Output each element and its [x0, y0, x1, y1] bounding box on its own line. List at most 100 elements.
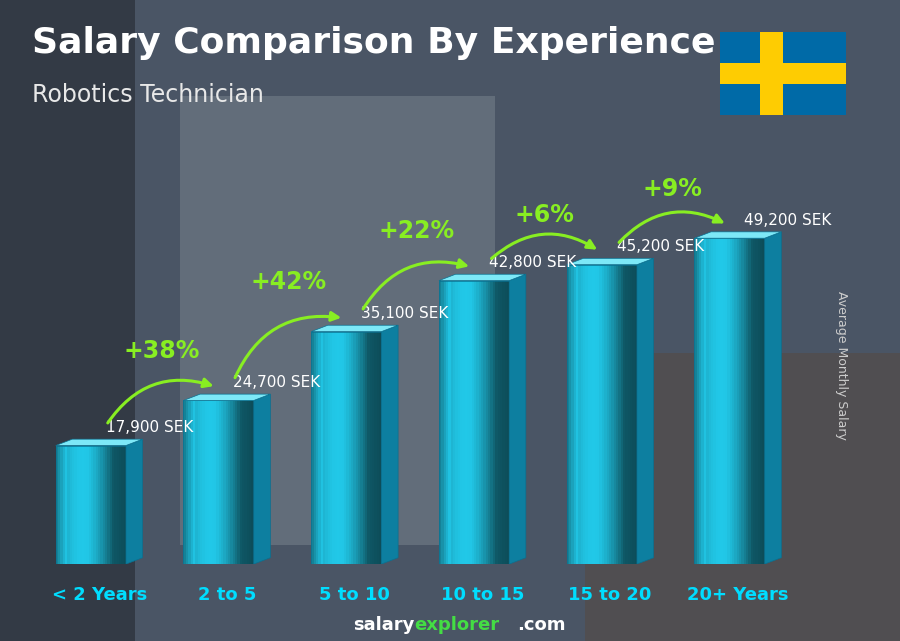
Text: +9%: +9%: [643, 177, 702, 201]
Bar: [602, 265, 605, 564]
Bar: [716, 238, 718, 564]
Bar: [185, 401, 188, 564]
Polygon shape: [765, 232, 781, 564]
Bar: [58, 445, 60, 564]
Bar: [695, 238, 765, 564]
Bar: [464, 281, 467, 564]
Bar: [342, 331, 345, 564]
Bar: [233, 401, 235, 564]
Bar: [611, 265, 614, 564]
Bar: [739, 238, 742, 564]
Bar: [476, 281, 479, 564]
Bar: [204, 401, 207, 564]
Bar: [112, 445, 114, 564]
Text: 10 to 15: 10 to 15: [441, 586, 524, 604]
Text: 15 to 20: 15 to 20: [569, 586, 652, 604]
Bar: [708, 238, 711, 564]
Bar: [701, 238, 704, 564]
Bar: [346, 331, 349, 564]
Bar: [79, 445, 82, 564]
Polygon shape: [184, 394, 270, 401]
Text: 24,700 SEK: 24,700 SEK: [233, 375, 320, 390]
Bar: [230, 401, 233, 564]
Bar: [486, 281, 489, 564]
Bar: [604, 265, 607, 564]
Bar: [576, 265, 579, 564]
Bar: [365, 331, 368, 564]
Bar: [117, 445, 119, 564]
Bar: [713, 238, 716, 564]
Bar: [455, 281, 458, 564]
Bar: [724, 238, 727, 564]
Text: +6%: +6%: [515, 203, 574, 228]
Bar: [569, 265, 572, 564]
Bar: [697, 238, 699, 564]
Bar: [325, 331, 328, 564]
Polygon shape: [126, 439, 142, 564]
Bar: [70, 445, 72, 564]
Bar: [184, 401, 186, 564]
Bar: [88, 445, 91, 564]
Polygon shape: [439, 274, 526, 281]
Bar: [110, 445, 112, 564]
Bar: [753, 238, 756, 564]
Bar: [335, 331, 338, 564]
Text: 2 to 5: 2 to 5: [198, 586, 256, 604]
Bar: [495, 281, 498, 564]
Bar: [567, 265, 637, 564]
Bar: [91, 445, 94, 564]
Bar: [226, 401, 229, 564]
Bar: [84, 445, 86, 564]
Bar: [732, 238, 734, 564]
Bar: [762, 238, 765, 564]
Bar: [216, 401, 219, 564]
Bar: [441, 281, 444, 564]
Bar: [502, 281, 505, 564]
Bar: [82, 445, 84, 564]
Bar: [360, 331, 363, 564]
Bar: [114, 445, 117, 564]
Bar: [0, 0, 135, 641]
Bar: [727, 238, 730, 564]
Bar: [242, 401, 245, 564]
Bar: [470, 281, 472, 564]
Text: Average Monthly Salary: Average Monthly Salary: [835, 291, 848, 440]
Bar: [720, 63, 846, 85]
Bar: [123, 445, 126, 564]
Bar: [453, 281, 455, 564]
Bar: [100, 445, 103, 564]
Bar: [742, 238, 744, 564]
Bar: [458, 281, 460, 564]
Bar: [344, 331, 346, 564]
Bar: [223, 401, 226, 564]
Bar: [598, 265, 599, 564]
Bar: [209, 401, 212, 564]
Bar: [595, 265, 598, 564]
Bar: [585, 353, 900, 641]
Bar: [734, 238, 737, 564]
Bar: [580, 265, 583, 564]
Bar: [56, 445, 126, 564]
Bar: [498, 281, 500, 564]
Bar: [467, 281, 470, 564]
Bar: [760, 238, 762, 564]
Bar: [228, 401, 230, 564]
Polygon shape: [637, 258, 653, 564]
Bar: [588, 265, 590, 564]
Bar: [212, 401, 214, 564]
Bar: [197, 401, 200, 564]
Bar: [488, 281, 490, 564]
Bar: [718, 238, 721, 564]
Bar: [736, 238, 739, 564]
Text: 20+ Years: 20+ Years: [687, 586, 788, 604]
Bar: [251, 401, 254, 564]
Bar: [339, 331, 342, 564]
Bar: [328, 331, 330, 564]
Polygon shape: [695, 232, 781, 238]
Text: 42,800 SEK: 42,800 SEK: [489, 255, 576, 271]
Bar: [444, 281, 446, 564]
Bar: [348, 331, 351, 564]
Text: Robotics Technician: Robotics Technician: [32, 83, 264, 107]
Bar: [184, 401, 254, 564]
Bar: [479, 281, 482, 564]
